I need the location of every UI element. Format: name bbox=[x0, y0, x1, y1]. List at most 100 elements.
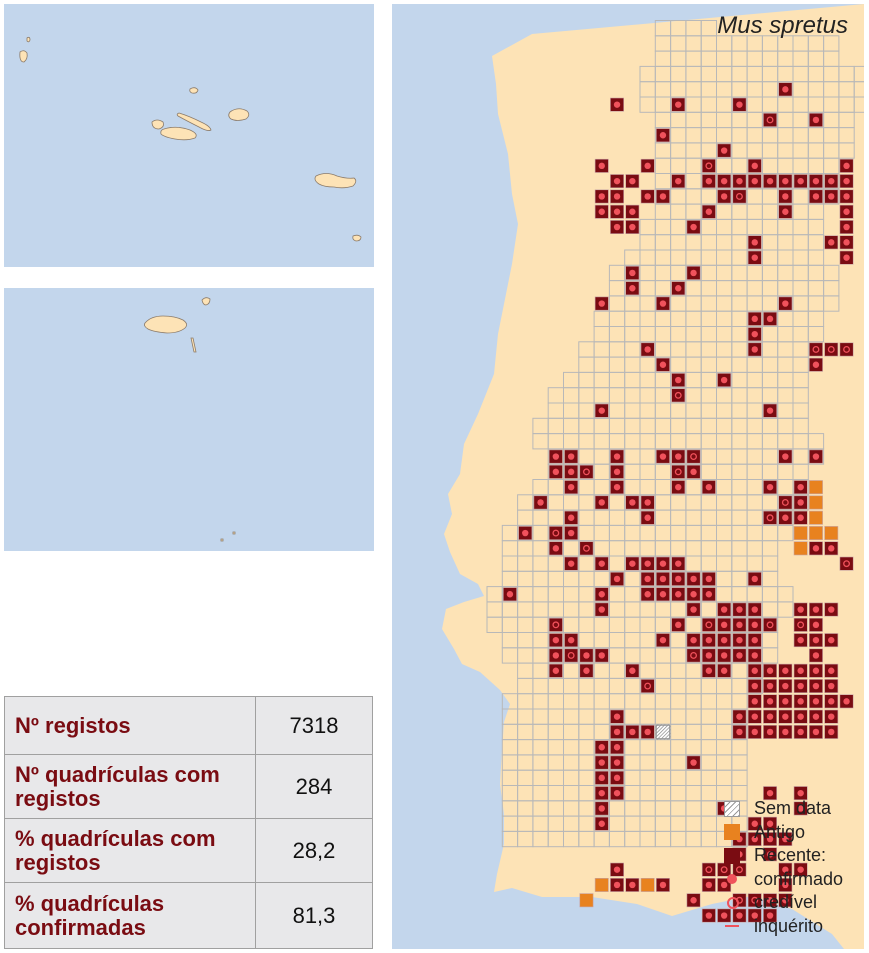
record-cell bbox=[564, 526, 579, 541]
grid-cell bbox=[792, 494, 809, 511]
record-cell bbox=[747, 174, 762, 189]
record-cell bbox=[824, 602, 839, 617]
island-terceira bbox=[228, 108, 250, 121]
record-cell bbox=[610, 571, 624, 586]
record-cell bbox=[655, 587, 670, 602]
record-cell bbox=[671, 617, 686, 632]
grid-cell bbox=[807, 326, 825, 343]
record-cell bbox=[763, 617, 777, 632]
stat-label: Nº registos bbox=[4, 696, 256, 755]
record-cell bbox=[839, 235, 854, 250]
island-selvagens bbox=[220, 531, 236, 542]
grid-cell bbox=[838, 142, 855, 159]
grid-layer bbox=[486, 20, 864, 848]
record-cell bbox=[839, 250, 854, 265]
stat-value: 81,3 bbox=[255, 882, 373, 949]
record-cell bbox=[717, 174, 732, 189]
record-cell bbox=[610, 770, 624, 785]
record-cell bbox=[686, 571, 701, 586]
record-cell bbox=[610, 449, 624, 464]
record-cell bbox=[640, 556, 655, 571]
record-cell bbox=[610, 862, 624, 877]
record-cell bbox=[640, 587, 655, 602]
record-cell bbox=[701, 908, 716, 923]
island-graciosa bbox=[189, 87, 199, 94]
record-cell bbox=[701, 633, 716, 648]
record-cell bbox=[763, 174, 777, 189]
filled-dot-icon bbox=[727, 874, 737, 885]
record-cell bbox=[778, 862, 793, 877]
record-cell bbox=[763, 908, 777, 923]
record-cell bbox=[824, 724, 839, 739]
record-cell bbox=[839, 694, 854, 709]
table-row: % quadrículas confirmadas 81,3 bbox=[4, 882, 373, 949]
record-cell bbox=[747, 633, 762, 648]
record-cell bbox=[808, 342, 823, 357]
record-cell bbox=[640, 495, 655, 510]
record-cell bbox=[839, 158, 854, 173]
record-cell bbox=[579, 464, 594, 479]
record-cell bbox=[793, 663, 808, 678]
record-cell bbox=[594, 755, 609, 770]
record-cell bbox=[717, 373, 732, 387]
record-cell bbox=[503, 587, 517, 602]
record-cell bbox=[594, 204, 609, 219]
island-faial bbox=[151, 119, 164, 130]
record-cell bbox=[564, 464, 579, 479]
record-cell bbox=[747, 602, 762, 617]
record-cell bbox=[640, 679, 655, 694]
record-cell bbox=[763, 816, 777, 831]
record-cell bbox=[763, 832, 777, 847]
record-cell bbox=[747, 694, 762, 709]
record-cell bbox=[732, 97, 747, 112]
record-cell bbox=[808, 602, 823, 617]
record-cell bbox=[594, 587, 609, 602]
record-cell bbox=[548, 526, 563, 541]
record-cell bbox=[732, 908, 747, 923]
record-cell bbox=[640, 877, 655, 892]
madeira-inset-map bbox=[4, 288, 374, 551]
island-madeira bbox=[144, 315, 187, 334]
record-cell bbox=[747, 663, 762, 678]
record-cell bbox=[548, 648, 563, 663]
record-cell bbox=[625, 204, 640, 219]
record-cell bbox=[640, 724, 655, 739]
record-cell bbox=[610, 174, 624, 189]
record-cell bbox=[610, 709, 624, 724]
map-canvas bbox=[442, 4, 864, 949]
record-cell bbox=[839, 204, 854, 219]
record-cell bbox=[747, 648, 762, 663]
legend-item-inquerito: inquérito bbox=[724, 915, 864, 939]
record-cell bbox=[640, 189, 655, 204]
record-cell bbox=[671, 388, 686, 403]
azores-inset-map bbox=[4, 4, 374, 267]
table-row: Nº quadrículas com registos 284 bbox=[4, 754, 373, 819]
record-cell bbox=[579, 663, 594, 678]
record-cell bbox=[793, 679, 808, 694]
record-cell bbox=[793, 694, 808, 709]
record-cell bbox=[808, 189, 823, 204]
record-cell bbox=[793, 862, 808, 877]
record-cell bbox=[594, 556, 609, 571]
record-cell bbox=[655, 449, 670, 464]
stat-value: 7318 bbox=[255, 696, 373, 755]
record-cell bbox=[778, 174, 793, 189]
record-cell bbox=[594, 602, 609, 617]
record-cell bbox=[763, 403, 777, 418]
record-cell bbox=[732, 174, 747, 189]
record-cell bbox=[686, 755, 701, 770]
record-cell bbox=[717, 648, 732, 663]
record-cell bbox=[717, 633, 732, 648]
record-cell bbox=[763, 724, 777, 739]
record-cell bbox=[763, 847, 777, 862]
island-sao-jorge bbox=[176, 112, 212, 131]
island-corvo bbox=[26, 36, 31, 43]
record-cell bbox=[671, 464, 686, 479]
record-cell bbox=[717, 143, 732, 158]
island-porto-santo bbox=[201, 297, 211, 306]
record-cell bbox=[686, 602, 701, 617]
record-cell bbox=[701, 174, 716, 189]
record-cell bbox=[671, 449, 686, 464]
stats-table: Nº registos 7318 Nº quadrículas com regi… bbox=[4, 696, 373, 949]
record-cell bbox=[594, 801, 609, 816]
